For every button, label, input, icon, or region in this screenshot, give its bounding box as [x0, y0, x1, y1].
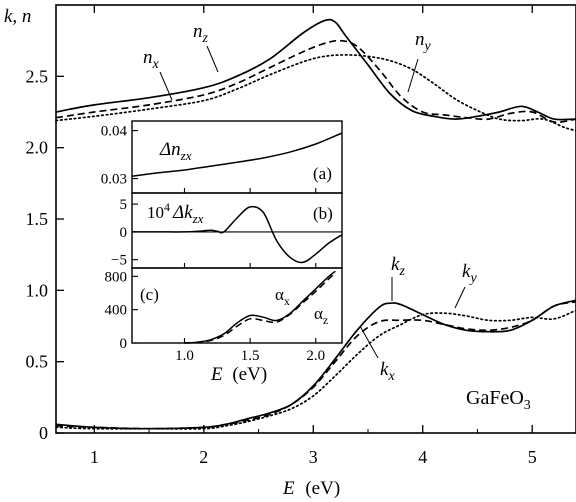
y-tick-label: 2.5: [26, 66, 49, 86]
inset-x-tick-label: 1.5: [241, 348, 260, 364]
label-k-x: kx: [380, 359, 395, 384]
y-tick-label: 0.5: [26, 352, 49, 372]
leader-n-y: [407, 58, 419, 93]
series-line-n-z: [55, 18, 576, 121]
series-line--n-zx: [131, 132, 343, 177]
label-n-z: nz: [193, 21, 209, 46]
main-axis-ticks: 1 2 3 4 5 0 0.5 1.0 1.5 2.0 2.5: [26, 5, 537, 467]
inset-series: [131, 132, 343, 344]
x-axis-label: E (eV): [282, 478, 340, 499]
y-tick-label: 1.0: [26, 280, 49, 300]
y-tick-label: 0: [39, 423, 48, 443]
series-line-10-4-k-zx: [131, 205, 343, 264]
inset-b-label: (b): [313, 204, 333, 223]
inset-c-label: (c): [140, 285, 159, 304]
leader-n-x: [159, 71, 173, 101]
x-tick-label: 4: [418, 447, 427, 467]
inset-a-ylabel: Δnzx: [159, 139, 192, 163]
series-line-k-y: [55, 309, 576, 430]
inset-alpha-z-label: αz: [314, 304, 328, 327]
inset-x-tick-label: 2.0: [306, 348, 325, 364]
inset-y-tick-label: 5: [120, 197, 128, 213]
x-tick-label: 3: [309, 447, 318, 467]
inset-y-tick-label: 400: [105, 303, 128, 319]
label-n-x: nx: [143, 47, 160, 72]
inset-b-ylabel: 104 Δkzx: [147, 200, 204, 226]
inset-x-tick-label: 1.0: [175, 348, 194, 364]
x-tick-label: 1: [90, 447, 99, 467]
leader-k-x: [359, 325, 379, 359]
material-label: GaFeO3: [466, 387, 531, 413]
inset-y-tick-label: 800: [105, 269, 128, 285]
y-tick-label: 2.0: [26, 138, 49, 158]
series-line-k-x: [55, 300, 576, 430]
x-tick-label: 5: [528, 447, 537, 467]
series-line--x: [184, 270, 336, 344]
inset-y-tick-label: 0: [120, 225, 128, 241]
inset-x-axis-label: E (eV): [210, 364, 267, 385]
label-n-y: ny: [415, 29, 432, 54]
inset-y-tick-label: 0: [120, 336, 128, 352]
y-tick-label: 1.5: [26, 209, 49, 229]
series-line-n-x: [55, 39, 576, 124]
x-tick-label: 2: [199, 447, 208, 467]
main-series: [55, 18, 576, 430]
series-line--z: [184, 272, 336, 344]
inset-y-tick-label: 0.03: [101, 172, 127, 188]
leader-n-z: [206, 45, 219, 73]
inset-a-label: (a): [313, 164, 332, 183]
inset-alpha-x-label: αx: [275, 285, 290, 308]
inset-y-tick-label: −5: [111, 253, 127, 269]
inset-panel-frame: [131, 267, 343, 344]
label-k-z: kz: [391, 254, 405, 279]
label-k-y: ky: [462, 261, 477, 286]
y-axis-label: k, n: [4, 6, 31, 27]
series-line-n-y: [55, 54, 576, 132]
inset-y-tick-label: 0.04: [101, 124, 128, 140]
leader-k-y: [454, 286, 466, 309]
